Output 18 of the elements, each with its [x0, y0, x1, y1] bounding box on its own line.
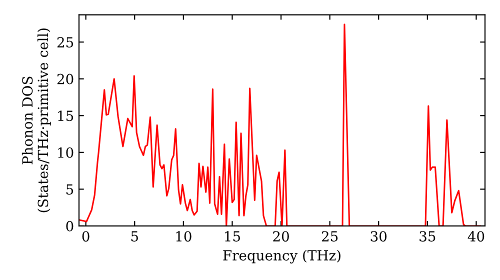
- line-series: [79, 24, 481, 226]
- y-tick-label: 10: [58, 147, 74, 158]
- x-tick-label: 0: [82, 231, 90, 242]
- x-tick-label: 20: [273, 231, 289, 242]
- x-tick-label: 15: [225, 231, 240, 242]
- x-axis-title: Frequency (THz): [223, 250, 340, 264]
- x-tick-label: 40: [468, 231, 484, 242]
- x-tick-label: 30: [370, 231, 387, 242]
- y-tick-label: 0: [66, 220, 74, 232]
- y-tick-label: 25: [57, 37, 74, 48]
- x-tick-label: 5: [131, 231, 138, 242]
- x-tick-label: 35: [420, 231, 436, 242]
- x-tick-label: 25: [322, 231, 338, 242]
- y-tick-label: 20: [57, 74, 74, 84]
- y-tick-label: 15: [58, 110, 74, 122]
- x-tick-label: 10: [176, 231, 192, 242]
- y-tick-label: 5: [66, 184, 74, 195]
- y-axis-title: Phonon DOS (States/THz·primitive cell): [22, 28, 51, 212]
